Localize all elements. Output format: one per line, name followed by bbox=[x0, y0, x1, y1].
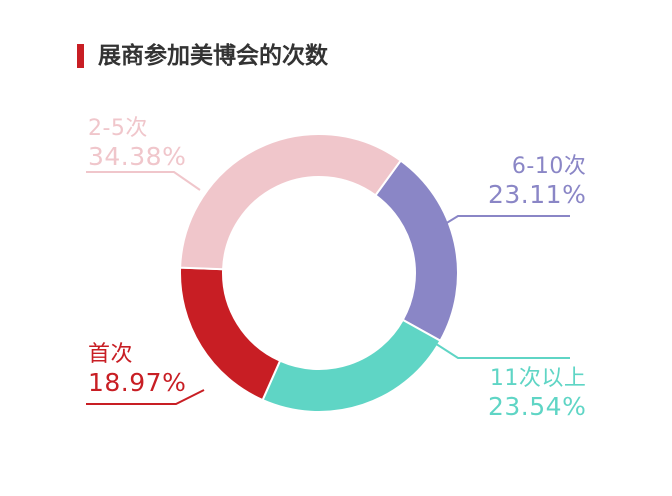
slice-label-first: 首次 18.97% bbox=[88, 342, 186, 398]
leader-line bbox=[86, 171, 201, 191]
donut-slice bbox=[261, 318, 442, 413]
chart-title: 展商参加美博会的次数 bbox=[98, 43, 328, 69]
slice-label-value: 34.38% bbox=[88, 142, 187, 171]
slice-label-6-10: 6-10次 23.11% bbox=[488, 154, 586, 210]
slice-label-value: 18.97% bbox=[88, 368, 187, 397]
title-accent-bar bbox=[77, 44, 84, 68]
slice-label-value: 23.54% bbox=[488, 392, 587, 421]
donut-slice bbox=[179, 133, 403, 271]
slice-label-name: 首次 bbox=[88, 342, 134, 367]
slice-label-value: 23.11% bbox=[488, 180, 587, 209]
slice-label-name: 6-10次 bbox=[511, 154, 587, 179]
donut-slice bbox=[179, 266, 282, 402]
slice-label-11-plus: 11次以上 23.54% bbox=[488, 366, 586, 422]
slice-label-name: 2-5次 bbox=[88, 116, 148, 141]
leader-line bbox=[86, 389, 205, 405]
leader-line bbox=[431, 215, 570, 233]
donut-slice bbox=[374, 159, 459, 343]
leader-line bbox=[429, 339, 570, 359]
slice-label-name: 11次以上 bbox=[489, 366, 587, 391]
slice-label-2-5: 2-5次 34.38% bbox=[88, 116, 186, 172]
